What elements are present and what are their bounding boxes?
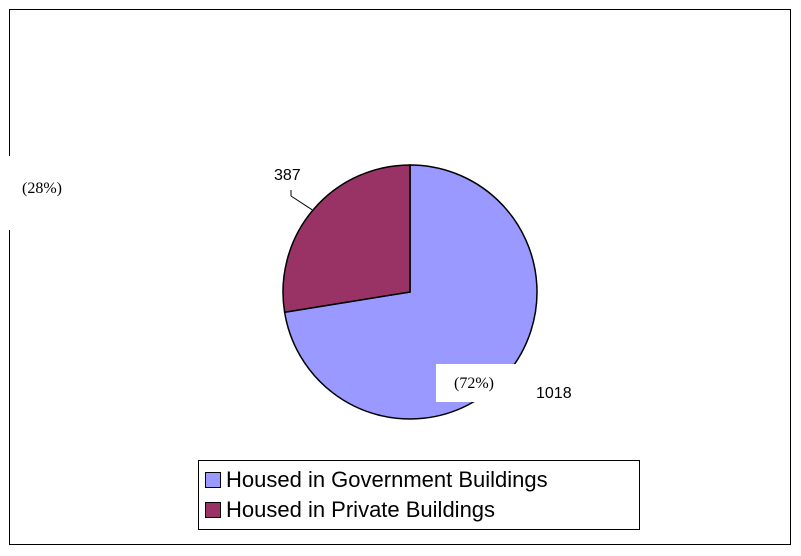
legend-label-private: Housed in Private Buildings <box>226 497 496 522</box>
leader-line-private-tick <box>290 195 313 211</box>
percent-label-private: (28%) <box>22 180 62 198</box>
frame-gap <box>6 156 14 230</box>
legend-swatch-private <box>205 502 221 518</box>
data-label-private: 387 <box>274 167 301 184</box>
pie-slice-private <box>282 164 411 314</box>
legend-item-private: Housed in Private Buildings <box>205 495 639 525</box>
legend: Housed in Government Buildings Housed in… <box>198 460 640 530</box>
legend-label-government: Housed in Government Buildings <box>226 467 548 492</box>
legend-swatch-government <box>205 472 221 488</box>
percent-label-government: (72%) <box>436 364 534 402</box>
legend-item-government: Housed in Government Buildings <box>205 465 639 495</box>
data-label-government: 1018 <box>536 385 572 402</box>
